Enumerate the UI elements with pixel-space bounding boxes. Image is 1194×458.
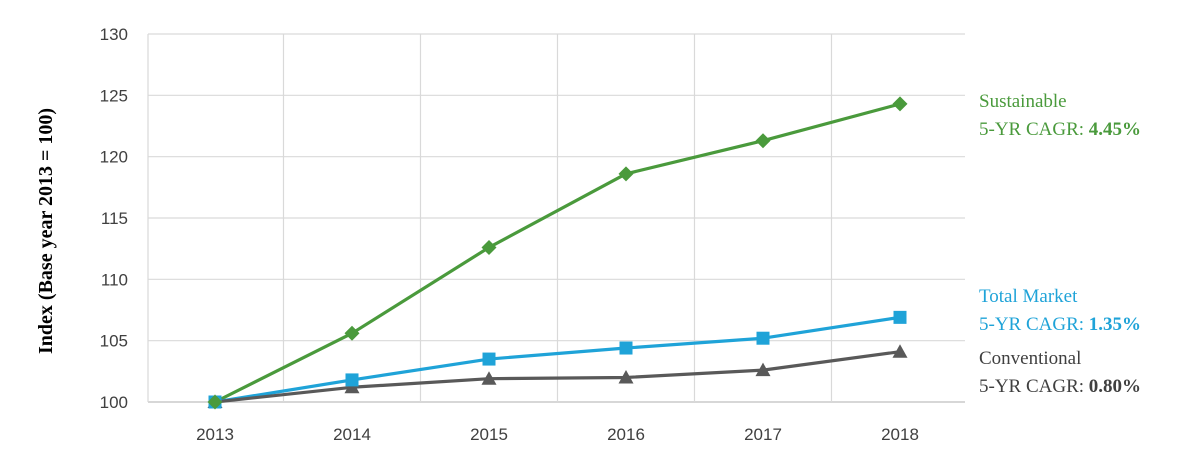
marker-sustainable	[755, 133, 771, 149]
legend-cagr-value-total: 1.35%	[1089, 314, 1141, 335]
y-tick-label: 110	[101, 270, 128, 289]
series-line-conventional	[214, 350, 901, 404]
series-lines	[214, 102, 901, 404]
y-tick-label: 130	[100, 25, 128, 44]
marker-total	[893, 310, 907, 324]
x-tick-label: 2016	[607, 425, 645, 444]
series-line-total	[214, 315, 901, 404]
grid	[147, 33, 965, 403]
x-tick-label: 2013	[196, 425, 234, 444]
y-tick-label: 125	[100, 86, 128, 105]
marker-conventional	[892, 344, 908, 358]
series-markers	[207, 96, 908, 410]
y-tick-label: 120	[100, 148, 128, 167]
marker-total	[345, 373, 359, 387]
y-tick-label: 105	[100, 332, 128, 351]
marker-conventional	[344, 379, 360, 394]
marker-conventional	[618, 369, 634, 384]
legend-name-sustainable: Sustainable	[979, 91, 1067, 112]
legend-cagr-sustainable: 5-YR CAGR: 4.45%	[979, 119, 1141, 140]
series-line-sustainable	[214, 102, 901, 404]
y-tick-label: 100	[100, 393, 128, 412]
legend: Sustainable 5-YR CAGR: 4.45% Total Market 5…	[979, 91, 1141, 397]
marker-total	[482, 352, 496, 366]
x-tick-label: 2015	[470, 425, 508, 444]
y-tick-label: 115	[101, 209, 128, 228]
x-tick-label: 2017	[744, 425, 782, 444]
legend-name-total: Total Market	[979, 286, 1078, 307]
marker-total	[756, 331, 770, 345]
x-tick-label: 2014	[333, 425, 371, 444]
legend-cagr-conventional: 5-YR CAGR: 0.80%	[979, 376, 1141, 397]
legend-cagr-total: 5-YR CAGR: 1.35%	[979, 314, 1141, 335]
marker-sustainable	[892, 96, 908, 112]
y-axis-ticks: 100 105 110 115 120 125 130	[100, 25, 128, 412]
y-axis-label: Index (Base year 2013 = 100)	[35, 108, 57, 354]
marker-sustainable	[618, 166, 634, 182]
x-axis-ticks: 2013 2014 2015 2016 2017 2018	[196, 425, 919, 444]
marker-sustainable	[481, 239, 497, 255]
marker-sustainable	[344, 325, 360, 341]
marker-sustainable	[207, 394, 223, 410]
marker-total	[619, 341, 633, 355]
marker-conventional	[481, 371, 497, 385]
marker-conventional	[755, 362, 771, 377]
legend-cagr-value-conventional: 0.80%	[1089, 376, 1141, 397]
legend-name-conventional: Conventional	[979, 348, 1081, 369]
legend-cagr-value-sustainable: 4.45%	[1089, 119, 1141, 140]
x-tick-label: 2018	[881, 425, 919, 444]
